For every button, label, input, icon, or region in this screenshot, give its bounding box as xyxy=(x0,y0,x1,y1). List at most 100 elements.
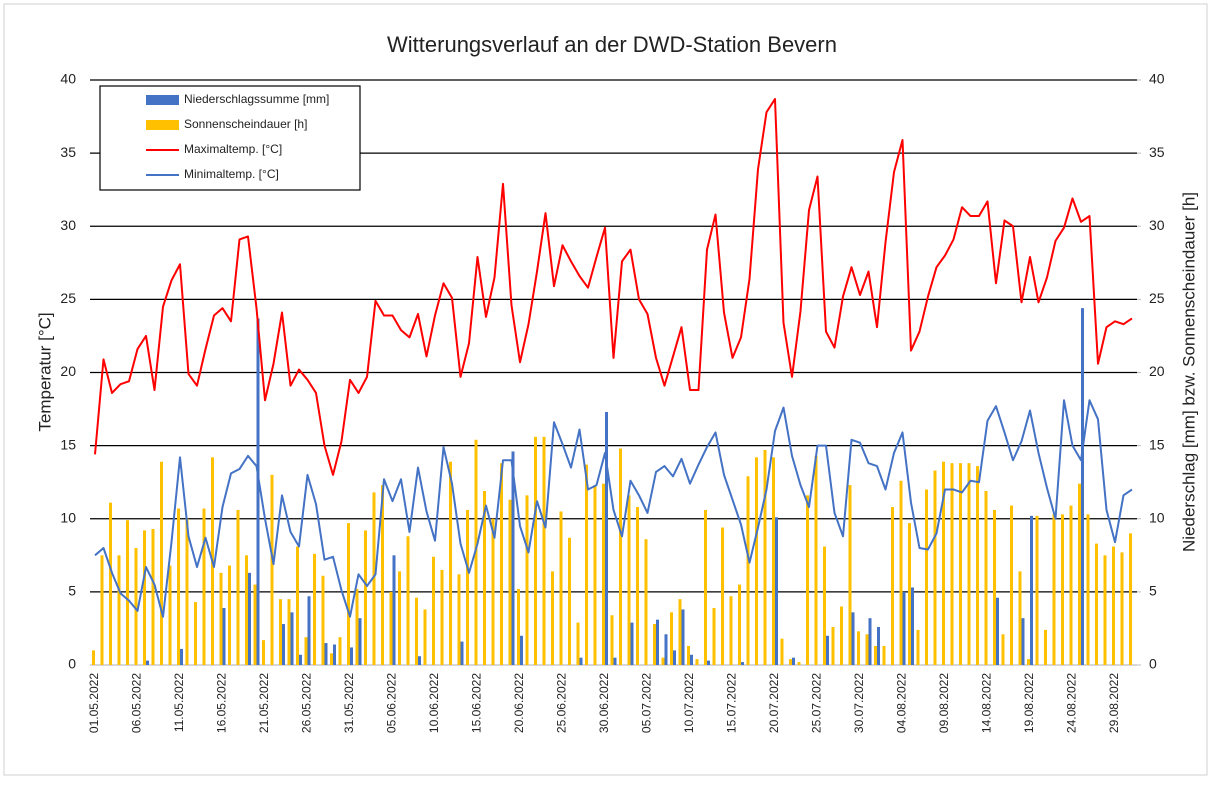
bar xyxy=(704,509,707,665)
bar xyxy=(333,644,336,665)
bar xyxy=(613,657,617,665)
y2-tick-label: 25 xyxy=(1149,290,1165,306)
bar xyxy=(902,591,906,665)
legend-swatch xyxy=(146,120,179,130)
bar xyxy=(287,599,291,665)
bar xyxy=(619,448,622,665)
bar xyxy=(1061,514,1064,665)
bar xyxy=(160,461,163,665)
bar xyxy=(627,495,631,665)
bar xyxy=(483,490,486,665)
bar xyxy=(449,461,452,665)
x-tick-label: 15.06.2022 xyxy=(470,673,484,733)
bar xyxy=(707,660,710,665)
x-tick-label: 29.08.2022 xyxy=(1107,673,1121,733)
bar xyxy=(307,596,311,665)
bar xyxy=(372,492,376,665)
y-tick-label: 25 xyxy=(60,290,76,306)
bar xyxy=(984,490,988,665)
bar xyxy=(916,629,920,665)
bar xyxy=(695,659,699,665)
bar xyxy=(1120,552,1124,665)
bar xyxy=(882,645,886,665)
legend-label: Sonnenscheindauer [h] xyxy=(184,117,307,131)
bar xyxy=(559,511,563,665)
bar xyxy=(792,657,795,665)
bar xyxy=(857,631,860,665)
bar xyxy=(381,485,384,665)
bar xyxy=(568,537,571,665)
bar xyxy=(664,634,668,665)
bar xyxy=(282,624,285,665)
y-axis-title: Temperatur [°C] xyxy=(35,312,54,431)
bar xyxy=(840,606,843,665)
bar xyxy=(993,509,996,665)
bar xyxy=(1035,515,1039,665)
bar xyxy=(245,555,248,665)
bar xyxy=(687,645,690,665)
x-tick-label: 05.06.2022 xyxy=(385,673,399,733)
bar xyxy=(959,463,962,665)
bar xyxy=(330,653,333,665)
x-tick-label: 30.07.2022 xyxy=(852,673,866,733)
x-tick-label: 26.05.2022 xyxy=(300,673,314,733)
bar xyxy=(814,455,818,665)
bar xyxy=(134,548,138,665)
bar xyxy=(967,463,971,665)
bar xyxy=(1086,514,1090,665)
bar xyxy=(517,588,520,665)
bar xyxy=(491,518,495,665)
bar xyxy=(848,485,852,665)
y2-tick-label: 10 xyxy=(1149,509,1165,525)
y2-tick-label: 5 xyxy=(1149,583,1157,599)
bar xyxy=(525,495,529,665)
x-tick-label: 10.07.2022 xyxy=(682,673,696,733)
x-tick-label: 01.05.2022 xyxy=(87,673,101,733)
bar xyxy=(418,656,421,665)
bar xyxy=(324,643,328,665)
bar xyxy=(92,650,95,665)
x-tick-label: 20.06.2022 xyxy=(512,673,526,733)
y2-tick-label: 35 xyxy=(1149,144,1165,160)
bar xyxy=(661,657,665,665)
bar xyxy=(109,502,112,665)
bar xyxy=(746,476,750,665)
x-tick-label: 31.05.2022 xyxy=(342,673,356,733)
bar xyxy=(891,507,894,665)
bar xyxy=(976,466,979,665)
bar xyxy=(908,523,911,665)
bar xyxy=(1081,308,1084,665)
bar xyxy=(364,530,367,665)
bar xyxy=(630,622,634,665)
bar xyxy=(146,660,149,665)
x-tick-label: 21.05.2022 xyxy=(257,673,271,733)
bar xyxy=(406,536,410,665)
bar xyxy=(194,602,197,665)
bar xyxy=(1030,515,1033,665)
bar xyxy=(806,495,809,665)
bar xyxy=(1021,618,1025,665)
bar xyxy=(228,565,231,665)
x-tick-label: 25.07.2022 xyxy=(810,673,824,733)
bar xyxy=(763,450,767,665)
bar xyxy=(321,575,325,665)
bar xyxy=(636,507,639,665)
y2-tick-label: 0 xyxy=(1149,656,1157,672)
bar xyxy=(508,499,512,665)
x-tick-label: 24.08.2022 xyxy=(1065,673,1079,733)
bar xyxy=(299,654,302,665)
bar xyxy=(457,574,461,665)
y-tick-label: 5 xyxy=(68,583,76,599)
bar xyxy=(262,640,265,665)
bar xyxy=(670,612,673,665)
legend-label: Niederschlagssumme [mm] xyxy=(184,92,329,106)
bar xyxy=(168,565,172,665)
bar xyxy=(585,464,588,665)
bar xyxy=(911,587,914,665)
bar xyxy=(185,518,189,665)
bar xyxy=(126,520,129,665)
x-tick-label: 30.06.2022 xyxy=(597,673,611,733)
bar xyxy=(681,609,685,665)
bar xyxy=(551,571,554,665)
